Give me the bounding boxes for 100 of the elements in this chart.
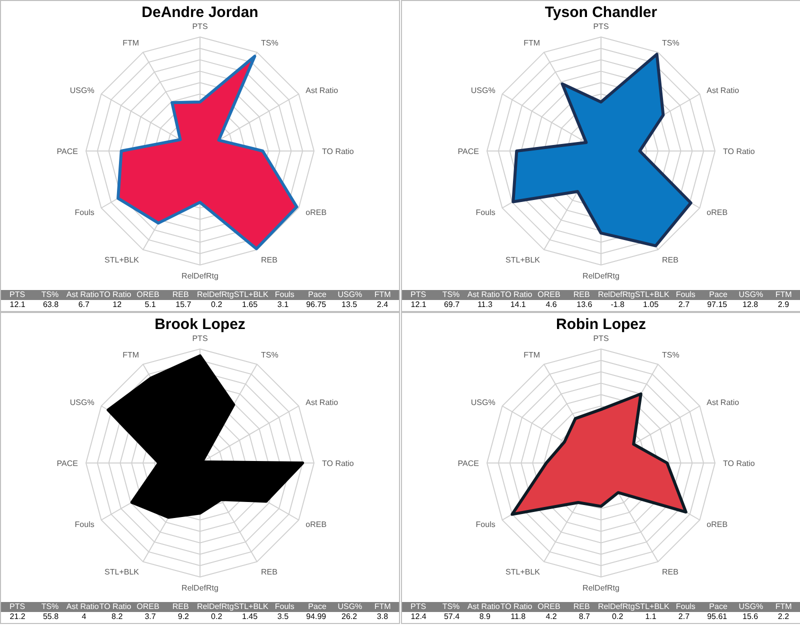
data-label: 6.7 — [77, 300, 90, 310]
data-label: 0.2 — [210, 612, 224, 622]
spoke-label: REB — [261, 255, 278, 264]
data-label: 12.1 — [8, 300, 26, 310]
category-label: TS% — [441, 290, 461, 300]
spoke-label: STL+BLK — [506, 255, 541, 264]
category-label: Ast Ratio — [467, 602, 500, 612]
spoke-label: TS% — [261, 38, 278, 48]
category-label: PTS — [410, 290, 428, 300]
category-label: FTM — [774, 602, 793, 612]
data-label: 3.1 — [276, 300, 290, 310]
data-label: 8.7 — [578, 612, 591, 622]
spoke-label: FTM — [524, 350, 540, 360]
data-label: 11.8 — [510, 612, 527, 622]
data-label: 1.05 — [642, 300, 660, 310]
spoke-label: PTS — [192, 22, 208, 31]
spoke-label: PTS — [593, 334, 609, 343]
data-label: 2.7 — [677, 300, 691, 310]
spoke-label: TS% — [662, 350, 680, 360]
spoke-label: PACE — [56, 146, 78, 156]
category-label: USG% — [738, 290, 764, 300]
category-label: REB — [572, 290, 591, 300]
category-label: Fouls — [674, 602, 696, 612]
spoke-label: Fouls — [476, 208, 496, 217]
data-label: 8.2 — [110, 612, 124, 622]
spoke-label: Fouls — [476, 520, 496, 529]
spoke-label: USG% — [70, 398, 94, 407]
data-label: 12.4 — [410, 612, 428, 622]
data-label: 0.2 — [611, 612, 624, 622]
spoke-label: FTM — [122, 350, 140, 360]
category-label: RelDefRtg — [196, 290, 234, 300]
spoke-label: USG% — [470, 86, 496, 95]
category-label: STL+BLK — [634, 290, 670, 300]
data-label: 21.2 — [8, 612, 26, 622]
spoke-label: TO Ratio — [322, 146, 354, 156]
data-label: 2.4 — [376, 300, 390, 310]
category-label: OREB — [536, 602, 562, 612]
spoke-label: oREB — [706, 520, 728, 529]
spoke-label: TS% — [261, 350, 278, 360]
spoke-label: RelDefRtg — [582, 584, 620, 593]
spoke-label: oREB — [306, 208, 327, 217]
data-label: 11.3 — [476, 300, 494, 310]
spoke-label: RelDefRtg — [182, 272, 218, 281]
spoke-label: PACE — [458, 458, 479, 468]
category-label: Pace — [708, 602, 728, 612]
data-label: 2.2 — [776, 612, 790, 622]
spoke-label: TO Ratio — [723, 458, 756, 468]
data-label: -1.8 — [610, 300, 626, 310]
data-label: 26.2 — [340, 612, 358, 622]
data-label: 9.2 — [176, 612, 190, 622]
data-label: 1.45 — [241, 612, 259, 622]
data-label: 15.6 — [742, 612, 760, 622]
data-label: 14.1 — [509, 300, 527, 310]
data-label: 12.8 — [742, 300, 760, 310]
category-label: Ast Ratio — [66, 602, 99, 612]
data-label: 4 — [80, 612, 88, 622]
category-label: Ast Ratio — [467, 290, 500, 300]
spoke-label: oREB — [706, 208, 728, 217]
category-label: Fouls — [674, 290, 696, 300]
data-label: 96.75 — [305, 300, 328, 310]
category-label: REB — [572, 602, 591, 612]
spoke-label: USG% — [70, 86, 94, 95]
category-label: OREB — [136, 602, 160, 612]
data-label: 4.2 — [544, 612, 558, 622]
spoke-label: PACE — [458, 146, 479, 156]
category-label: FTM — [373, 602, 392, 612]
chart-title: Robin Lopez — [555, 316, 647, 333]
category-label: OREB — [136, 290, 160, 300]
data-label: 1.1 — [644, 612, 658, 622]
chart-title: Brook Lopez — [154, 316, 246, 333]
data-label: 3.8 — [376, 612, 390, 622]
spoke-label: FTM — [122, 38, 140, 48]
chart-title: Tyson Chandler — [544, 4, 658, 21]
category-label: FTM — [373, 290, 392, 300]
category-label: Pace — [307, 602, 328, 612]
spoke-label: REB — [662, 255, 678, 264]
spoke-label: PTS — [593, 22, 609, 31]
spoke-label: REB — [261, 567, 278, 576]
data-label: 95.61 — [706, 612, 728, 622]
category-label: TO Ratio — [98, 290, 132, 300]
spoke-label: STL+BLK — [104, 567, 140, 576]
spoke-label: Ast Ratio — [706, 86, 740, 95]
data-label: 63.8 — [42, 300, 60, 310]
data-label: 97.15 — [706, 300, 728, 310]
category-label: PTS — [8, 602, 26, 612]
category-label: Pace — [307, 290, 328, 300]
category-label: TO Ratio — [500, 290, 533, 300]
data-label: 12.1 — [410, 300, 428, 310]
spoke-label: RelDefRtg — [582, 272, 620, 281]
category-label: REB — [171, 602, 190, 612]
category-label: TO Ratio — [500, 602, 533, 612]
spoke-label: PACE — [56, 458, 78, 468]
data-label: 5.1 — [144, 300, 157, 310]
category-label: TS% — [40, 290, 60, 300]
category-label: STL+BLK — [234, 602, 268, 612]
data-label: 2.9 — [776, 300, 790, 310]
spoke-label: TS% — [662, 38, 680, 48]
category-label: Pace — [708, 290, 728, 300]
category-label: USG% — [336, 602, 364, 612]
data-label: 12 — [112, 300, 123, 310]
